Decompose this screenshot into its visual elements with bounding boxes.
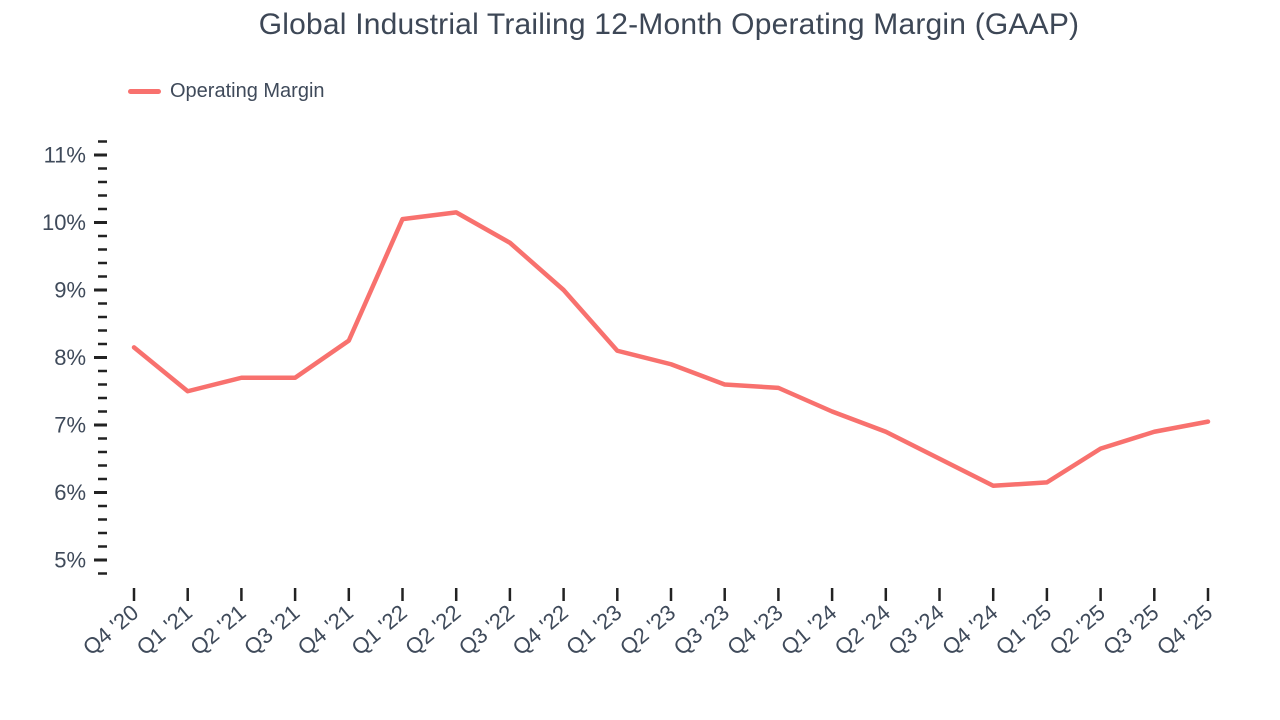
legend-item-operating-margin[interactable]: Operating Margin bbox=[128, 80, 325, 103]
chart-title: Global Industrial Trailing 12-Month Oper… bbox=[258, 8, 1080, 41]
legend-line-swatch-icon bbox=[128, 89, 161, 94]
x-axis-tick-label: Q1 '24 bbox=[776, 600, 841, 660]
x-axis-tick-label: Q2 '24 bbox=[830, 600, 895, 660]
x-axis-tick-label: Q3 '25 bbox=[1098, 600, 1163, 660]
x-axis-tick-label: Q4 '20 bbox=[78, 600, 143, 660]
x-axis-tick-label: Q3 '23 bbox=[669, 600, 734, 660]
x-axis-tick-label: Q4 '24 bbox=[937, 600, 1002, 660]
x-axis-tick-label: Q3 '22 bbox=[454, 600, 519, 660]
y-axis-tick-label: 5% bbox=[54, 548, 86, 573]
x-axis-tick-label: Q1 '22 bbox=[347, 600, 412, 660]
x-axis-tick-label: Q4 '23 bbox=[722, 600, 787, 660]
x-axis-tick-label: Q3 '21 bbox=[239, 600, 304, 660]
y-axis-tick-label: 11% bbox=[44, 143, 86, 168]
x-axis-tick-label: Q2 '22 bbox=[400, 600, 465, 660]
y-axis-tick-label: 9% bbox=[54, 278, 86, 303]
x-axis-tick-label: Q4 '21 bbox=[293, 600, 358, 660]
x-axis-tick-label: Q4 '25 bbox=[1152, 600, 1217, 660]
x-axis-tick-label: Q3 '24 bbox=[884, 600, 949, 660]
y-axis-tick-label: 8% bbox=[54, 345, 86, 370]
y-axis-tick-label: 6% bbox=[54, 480, 86, 505]
x-axis-tick-label: Q1 '25 bbox=[991, 600, 1056, 660]
legend: Operating Margin bbox=[128, 80, 325, 103]
operating-margin-line bbox=[131, 210, 1211, 488]
legend-label: Operating Margin bbox=[170, 80, 325, 102]
x-axis-tick-label: Q1 '23 bbox=[561, 600, 626, 660]
x-axis-tick-label: Q2 '23 bbox=[615, 600, 680, 660]
x-axis-tick-label: Q1 '21 bbox=[132, 600, 197, 660]
x-axis-tick-label: Q4 '22 bbox=[508, 600, 573, 660]
y-axis-tick-label: 10% bbox=[42, 210, 86, 235]
x-axis-tick-label: Q2 '21 bbox=[185, 600, 250, 660]
x-axis-tick-label: Q2 '25 bbox=[1045, 600, 1110, 660]
y-axis-tick-label: 7% bbox=[54, 413, 86, 438]
